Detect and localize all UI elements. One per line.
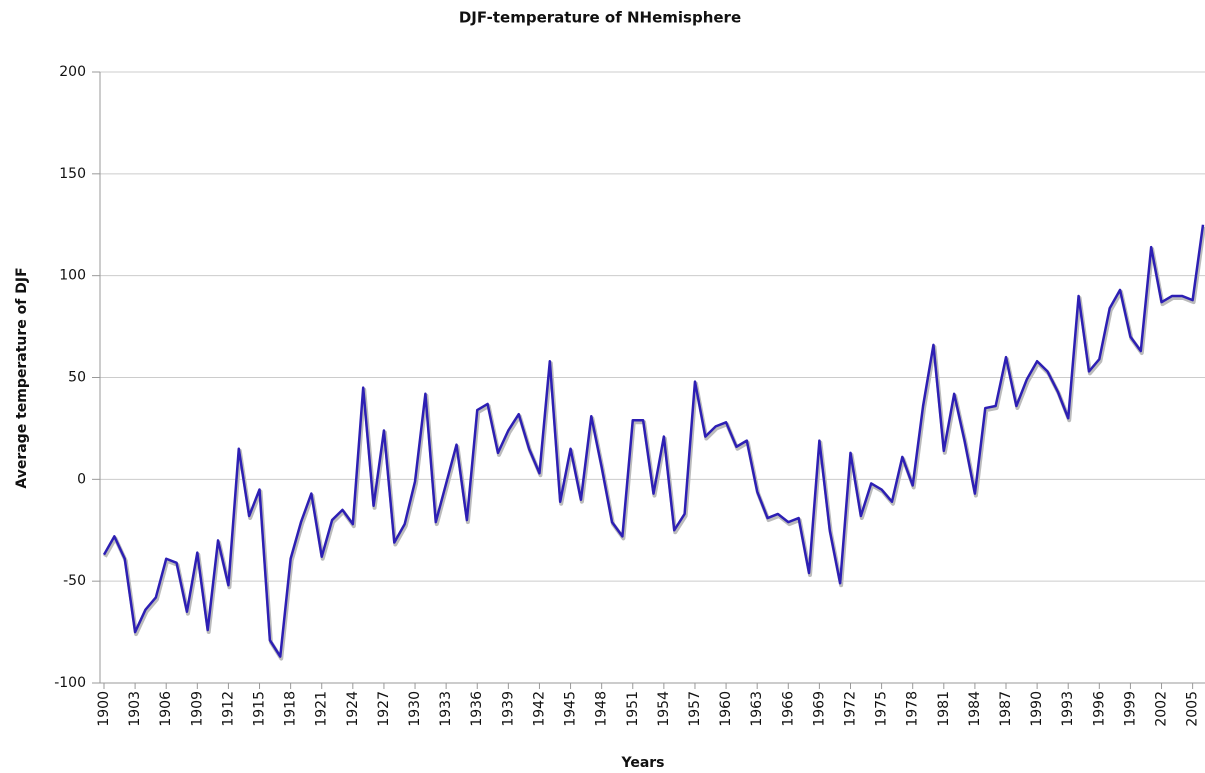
x-tick-label: 1942 [531, 691, 547, 727]
x-tick-label: 1957 [687, 691, 703, 727]
x-tick-label: 1903 [127, 691, 143, 727]
line [102, 224, 1205, 658]
x-tick-label: 1927 [376, 691, 392, 727]
x-tick-label: 1915 [252, 691, 268, 727]
x-tick-label: 1996 [1091, 691, 1107, 727]
x-tick-label: 1951 [625, 691, 641, 727]
x-tick-label: 1948 [594, 691, 610, 727]
x-axis-title: Years [620, 755, 664, 771]
line-shadow [103, 226, 1205, 661]
x-tick-label: 1963 [749, 691, 765, 727]
x-tick-label: 1978 [905, 691, 921, 727]
y-axis-title: Average temperature of DJF [14, 267, 30, 488]
x-tick-label: 1987 [998, 691, 1014, 727]
x-tick-label: 1939 [500, 691, 516, 727]
x-tick-label: 2002 [1154, 691, 1170, 727]
x-tick-label: 1975 [874, 691, 890, 727]
x-tick-label: 1999 [1122, 691, 1138, 727]
x-tick-label: 1969 [811, 691, 827, 727]
x-tick-label: 1912 [220, 691, 236, 727]
y-tick-label: -100 [54, 675, 86, 691]
x-tick-label: 1954 [656, 691, 672, 727]
y-tick-label: -50 [63, 573, 86, 589]
x-tick-label: 1981 [936, 691, 952, 727]
x-tick-label: 1924 [345, 691, 361, 727]
chart-title: DJF-temperature of NHemisphere [459, 9, 741, 27]
x-tick-label: 1930 [407, 691, 423, 727]
x-tick-label: 1993 [1060, 691, 1076, 727]
x-tick-label: 1960 [718, 691, 734, 727]
y-tick-label: 100 [59, 268, 86, 284]
y-tick-label: 0 [77, 471, 86, 487]
x-tick-label: 1990 [1029, 691, 1045, 727]
y-tick-label: 50 [68, 370, 86, 386]
x-tick-label: 1906 [158, 691, 174, 727]
y-tick-label: 200 [59, 64, 86, 80]
x-tick-label: 1984 [967, 691, 983, 727]
x-tick-label: 1918 [283, 691, 299, 727]
x-tick-label: 1936 [469, 691, 485, 727]
x-tick-label: 1921 [314, 691, 330, 727]
x-tick-label: 1900 [96, 691, 112, 727]
x-tick-label: 2005 [1185, 691, 1201, 727]
x-tick-label: 1972 [842, 691, 858, 727]
y-tick-label: 150 [59, 166, 86, 182]
x-tick-label: 1909 [189, 691, 205, 727]
x-tick-label: 1966 [780, 691, 796, 727]
x-tick-label: 1945 [563, 691, 579, 727]
x-tick-label: 1933 [438, 691, 454, 727]
